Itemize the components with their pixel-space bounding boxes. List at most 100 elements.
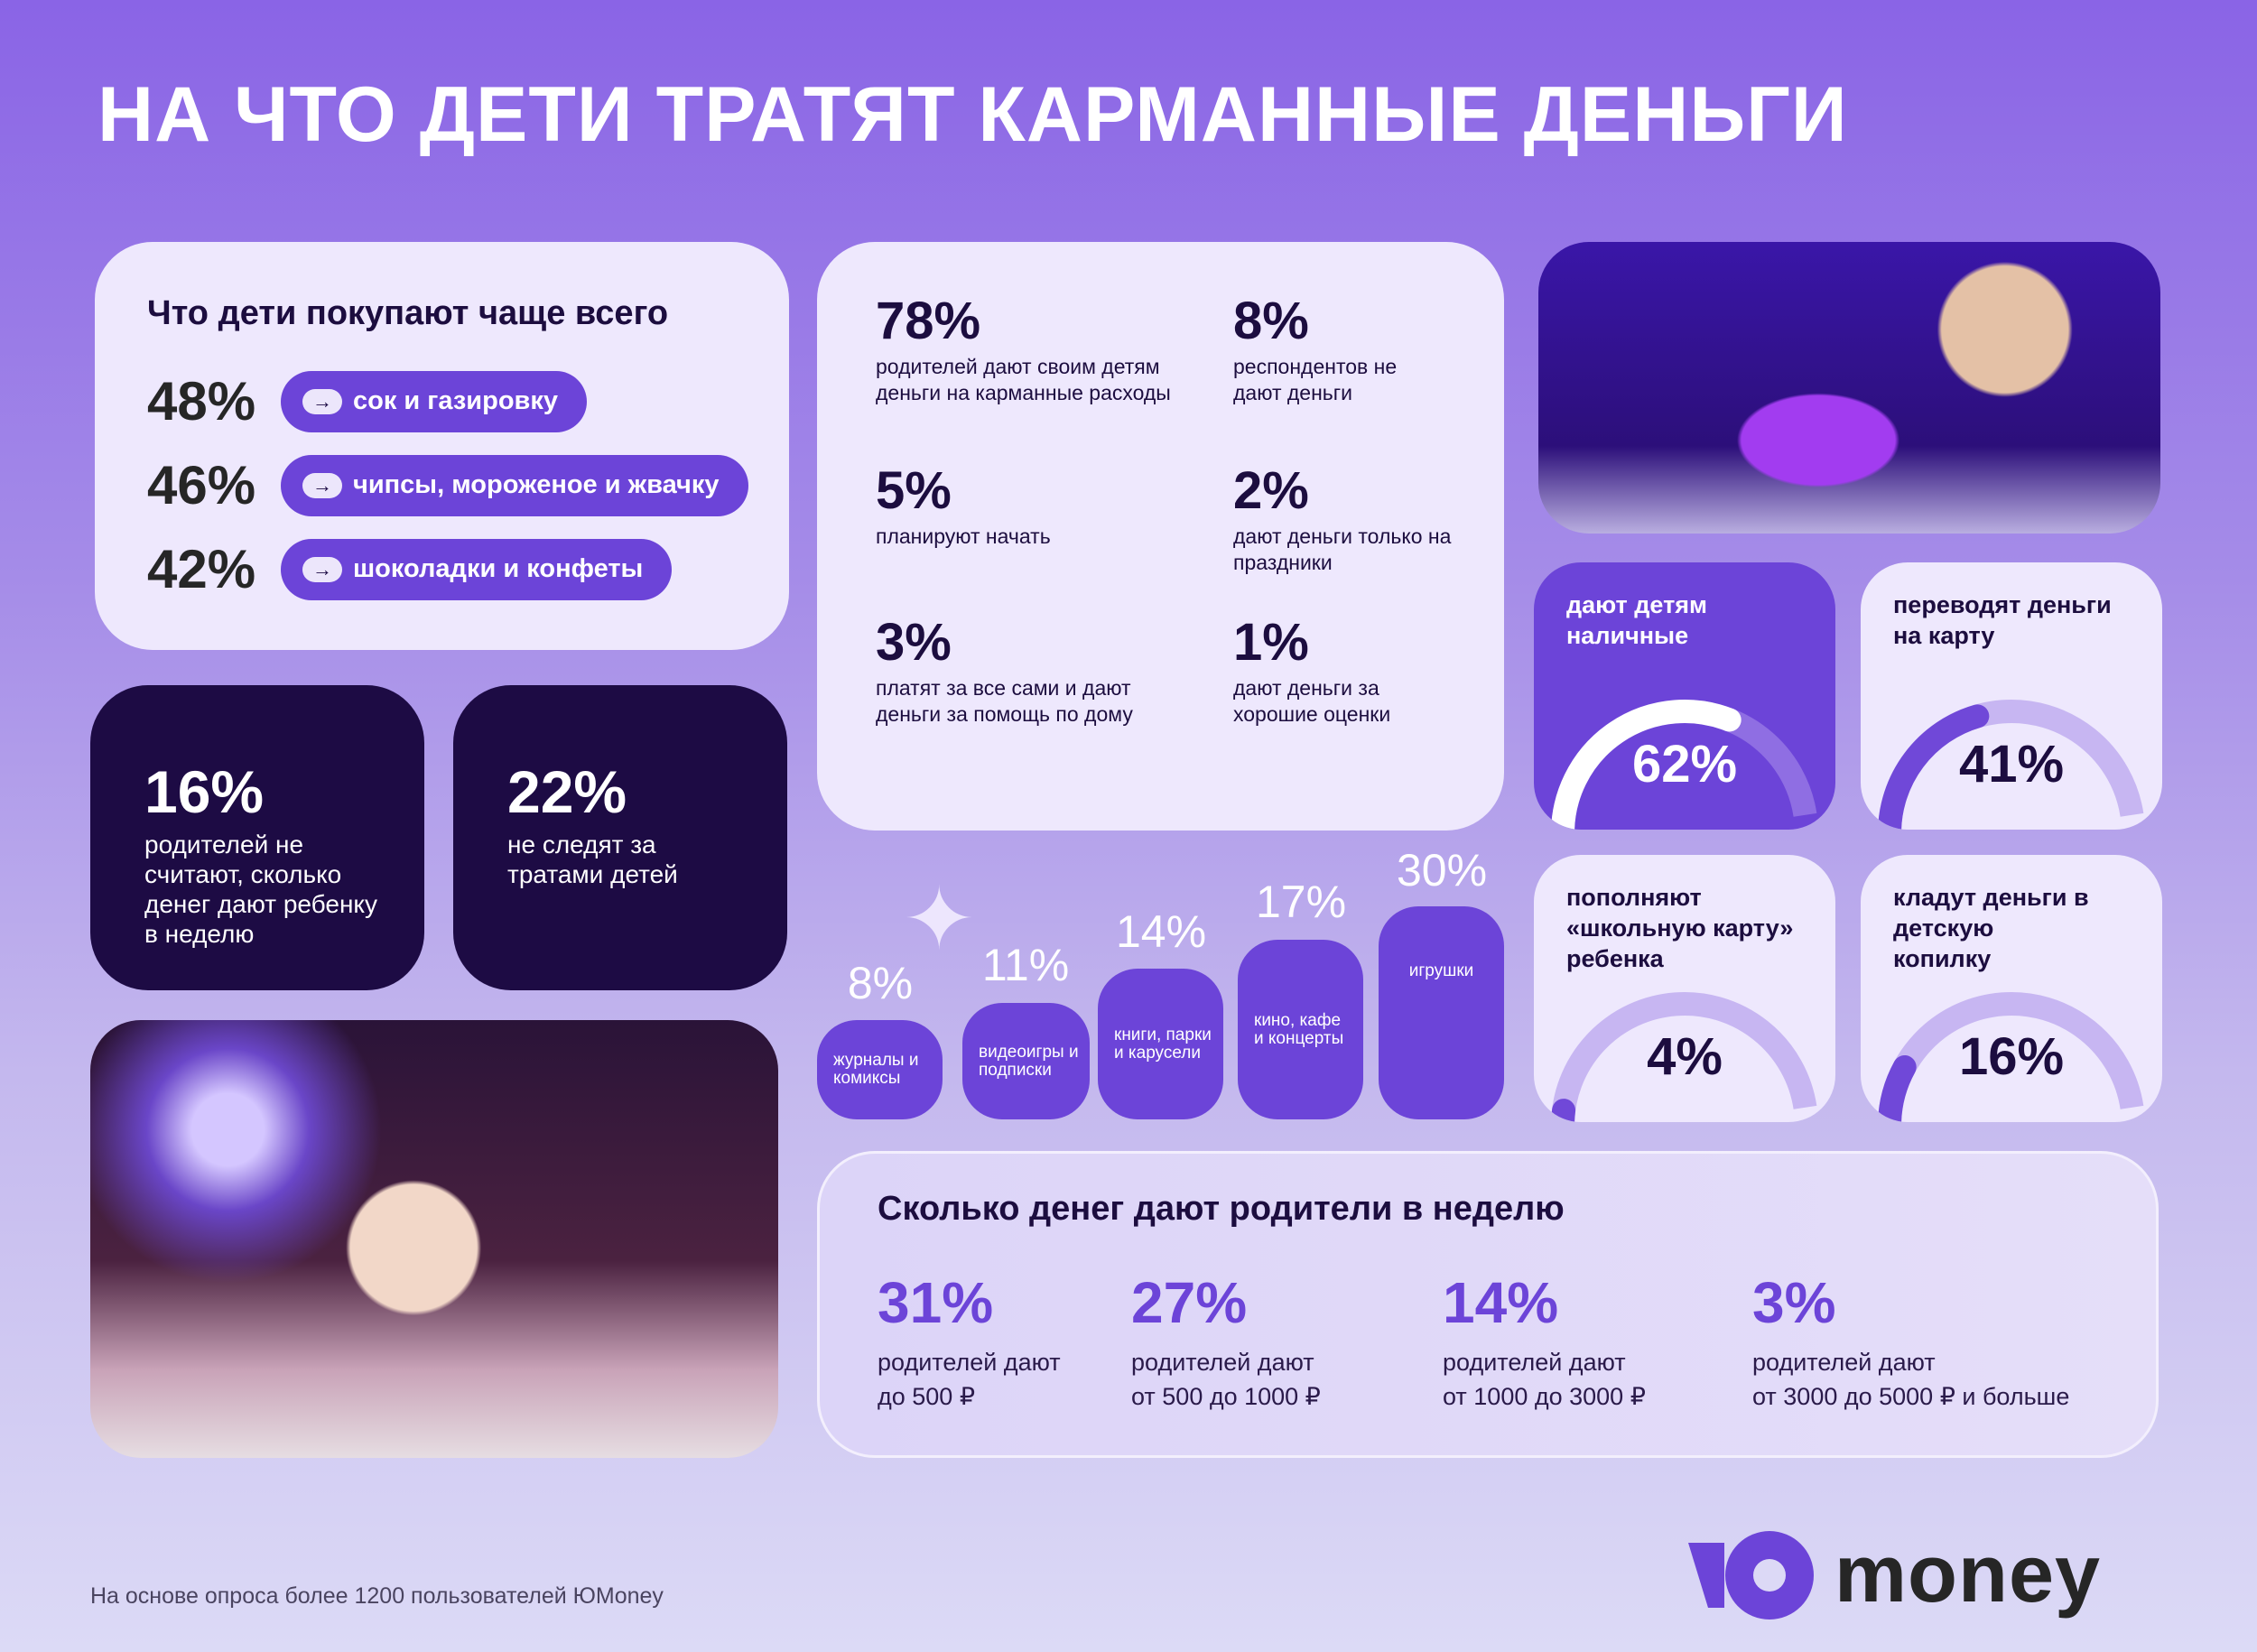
stat-pct: 3% [876,613,952,672]
gauge-value: 16% [1958,1027,2065,1086]
girl-with-vr-headset-photo [90,1020,778,1458]
purchase-pct: 42% [147,539,256,599]
purchase-pill: → шоколадки и конфеты [281,538,673,600]
gauge-label: пополняют «школьную карту» ребенка [1566,884,1794,972]
page-title: НА ЧТО ДЕТИ ТРАТЯТ КАРМАННЫЕ ДЕНЬГИ [98,71,1848,158]
stat-pct: 16% [144,758,265,825]
bar-pct-label: 8% [847,958,914,1008]
gauge-fill [1878,1054,1917,1122]
stat-text: платят за все сами и дают деньги за помо… [876,676,1133,726]
stats-panel: 78% родителей дают своим детям деньги на … [817,242,1504,831]
stat-card-dark: 16% родителей не считают, сколько денег … [90,685,424,990]
gauge-card-cash: дают детям наличные 62% [1534,562,1835,830]
allowance-pct: 3% [1752,1270,1836,1335]
gauge-label: дают детям наличные [1566,591,1708,649]
stat-item: 1% дают деньги за хорошие оценки [1233,616,1459,728]
allowance-range: от 500 до 1000 ₽ [1131,1383,1321,1410]
allowance-pct: 27% [1131,1270,1248,1335]
stat-text: родителей не считают, сколько денег дают… [144,831,377,948]
purchase-row: 48% → сок и газировку [147,370,588,432]
panel-heading: Что дети покупают чаще всего [147,294,669,332]
arrow-right-icon: → [302,556,342,582]
stat-pct: 2% [1233,461,1309,520]
gauge-fill [1551,700,1742,830]
gauge-card-school-card: пополняют «школьную карту» ребенка 4% [1534,855,1835,1122]
stat-pct: 22% [507,758,627,825]
allowance-range: от 3000 до 5000 ₽ и больше [1752,1383,2070,1410]
bar-label: книги, парки и карусели [1114,1025,1212,1063]
gauge-arc [1551,700,1817,830]
stat-pct: 1% [1233,613,1309,672]
child-with-piggy-bank-photo [1538,242,2160,534]
allowance-item: 3% родителей дают от 3000 до 5000 ₽ и боль… [1752,1269,2069,1414]
bar-label: кино, кафе и концерты [1254,1010,1344,1048]
stat-item: 3% платят за все сами и дают деньги за по… [876,616,1174,728]
stat-pct: 5% [876,461,952,520]
gauge-label: переводят деньги на карту [1893,591,2112,649]
top-purchases-panel: Что дети покупают чаще всего 48% → сок и … [95,242,789,650]
purchase-label: чипсы, мороженое и жвачку [353,470,720,499]
bar-magazines: журналы и комиксы [817,1020,943,1119]
allowance-text: родителей дают [1752,1349,1936,1376]
bar-pct-label: 30% [1396,845,1488,896]
allowance-text: родителей дают [1131,1349,1314,1376]
allowance-pct: 14% [1443,1270,1559,1335]
stat-card-dark: 22% не следят за тратами детей [453,685,787,990]
arrow-right-icon: → [302,472,342,498]
sparkle-icon: ✦ [903,871,976,968]
arrow-right-icon: → [302,388,342,414]
bar-label: видеоигры и подписки [979,1042,1079,1080]
gauge-card-card-transfer: переводят деньги на карту 41% [1861,562,2162,830]
weekly-allowance-panel: Сколько денег дают родители в неделю 31%… [817,1151,2159,1458]
bar-books-parks: книги, парки и карусели [1098,969,1223,1119]
gauge-arc [1878,700,2144,830]
panel-heading: Сколько денег дают родители в неделю [878,1190,1565,1228]
stat-item: 8% респондентов не дают деньги [1233,294,1432,406]
stat-text: респондентов не дают деньги [1233,355,1398,404]
bar-label: игрушки [1408,961,1474,980]
stat-text: дают деньги только на праздники [1233,524,1452,574]
gauge-fill [1878,704,1990,830]
allowance-item: 27% родителей дают от 500 до 1000 ₽ [1131,1269,1321,1414]
gauge-value: 41% [1958,735,2065,794]
footnote: На основе опроса более 1200 пользователе… [90,1583,664,1609]
bar-label: журналы и комиксы [833,1051,919,1088]
allowance-item: 14% родителей дают от 1000 до 3000 ₽ [1443,1269,1646,1414]
purchase-label: шоколадки и конфеты [353,554,644,583]
allowance-range: до 500 ₽ [878,1383,975,1410]
gauge-value: 62% [1631,735,1738,794]
stat-text: планируют начать [876,524,1051,548]
stat-item: 2% дают деньги только на праздники [1233,464,1459,576]
gauge-value: 4% [1647,1027,1723,1086]
bar-cinema-cafe: кино, кафе и концерты [1238,940,1363,1119]
allowance-pct: 31% [878,1270,994,1335]
gauge-arc [1551,992,1817,1122]
stat-pct: 78% [876,292,981,350]
yoomoney-logo: money [1688,1528,2101,1621]
allowance-text: родителей дают [1443,1349,1626,1376]
stat-text: не следят за тратами детей [507,831,678,888]
stat-pct: 8% [1233,292,1309,350]
bar-pct-label: 17% [1255,877,1347,927]
stat-text: родителей дают своим детям деньги на кар… [876,355,1171,404]
bar-pct-label: 11% [981,940,1070,990]
allowance-item: 31% родителей дают до 500 ₽ [878,1269,1061,1414]
logo-wordmark: money [1834,1529,2102,1620]
allowance-range: от 1000 до 3000 ₽ [1443,1383,1646,1410]
purchase-pct: 48% [147,371,256,432]
gauge-track [1551,992,1817,1122]
bar-videogames: видеоигры и подписки [962,1003,1090,1119]
gauge-fill [1551,1099,1576,1122]
bar-toys: игрушки [1379,906,1504,1119]
purchase-pill: → сок и газировку [281,370,588,432]
gauge-arc [1878,992,2144,1122]
allowance-text: родителей дают [878,1349,1061,1376]
purchase-row: 46% → чипсы, мороженое и жвачку [147,454,748,516]
stat-item: 78% родителей дают своим детям деньги на … [876,294,1183,406]
bar-pct-label: 14% [1115,906,1207,957]
yoomoney-logo-icon [1688,1530,1814,1620]
purchase-label: сок и газировку [353,386,559,415]
gauge-card-piggy-bank: кладут деньги в детскую копилку 16% [1861,855,2162,1122]
gauge-label: кладут деньги в детскую копилку [1893,884,2089,972]
stat-text: дают деньги за хорошие оценки [1233,676,1391,726]
